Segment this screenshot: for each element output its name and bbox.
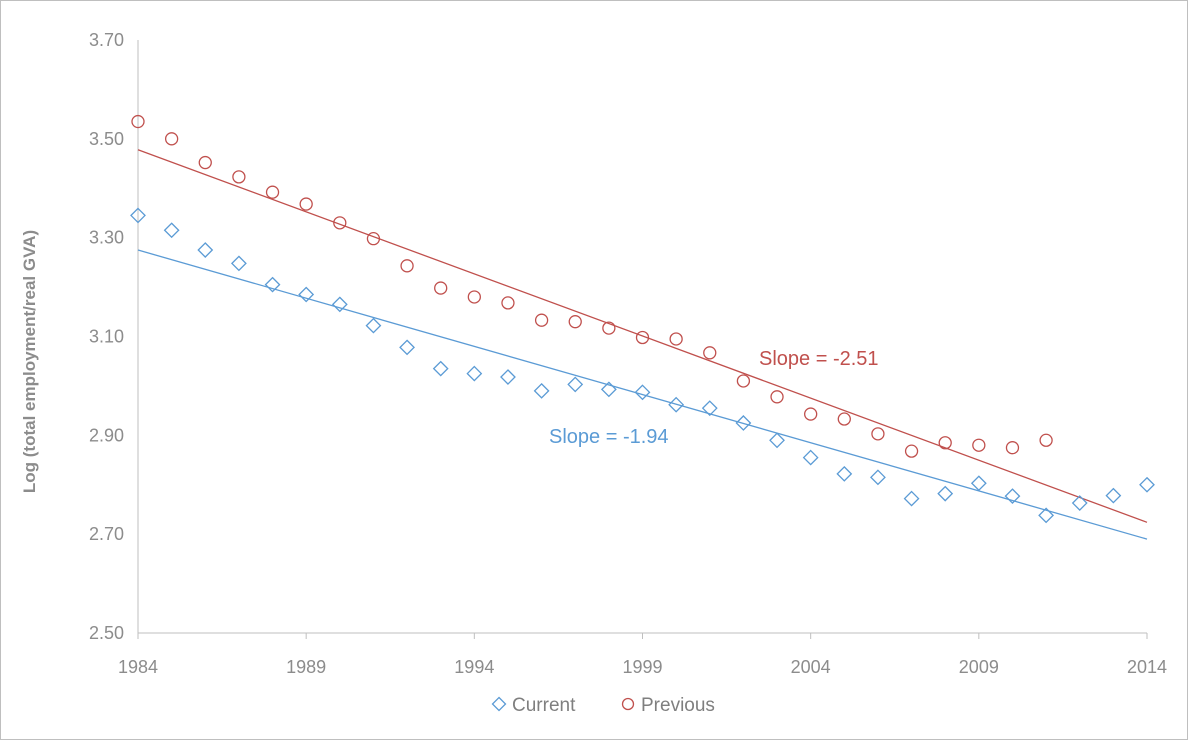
previous-point xyxy=(434,281,448,295)
current-point xyxy=(533,382,550,399)
current-point xyxy=(230,255,247,272)
current-point xyxy=(567,376,584,393)
y-axis-ticks: 2.50 2.70 2.90 3.10 3.30 3.50 3.70 xyxy=(89,30,124,643)
legend-diamond-icon xyxy=(491,696,507,712)
y-tick-label: 2.70 xyxy=(89,524,124,544)
y-tick-label: 3.70 xyxy=(89,30,124,50)
current-point xyxy=(365,317,382,334)
data-points xyxy=(130,114,1155,524)
current-point xyxy=(701,400,718,417)
current-point xyxy=(735,415,752,431)
previous-point xyxy=(232,170,246,184)
previous-point xyxy=(938,436,952,450)
previous-point xyxy=(837,412,851,426)
current-point xyxy=(1004,488,1021,505)
current-point xyxy=(634,384,651,401)
current-point xyxy=(1105,487,1122,504)
current-slope-label: Slope = -1.94 xyxy=(549,426,669,448)
previous-point xyxy=(299,197,313,211)
previous-point xyxy=(669,332,683,346)
y-axis-title: Log (total employment/real GVA) xyxy=(20,230,39,493)
previous-point xyxy=(501,296,515,310)
current-trendline xyxy=(137,249,1148,540)
current-point xyxy=(130,207,146,224)
y-tick-label: 2.90 xyxy=(89,425,124,445)
current-point xyxy=(399,339,415,356)
previous-point xyxy=(198,155,212,170)
previous-point xyxy=(904,444,919,458)
previous-point xyxy=(972,438,986,452)
previous-point xyxy=(703,346,717,360)
previous-trendline xyxy=(137,149,1148,523)
legend-circle-icon xyxy=(621,697,635,711)
current-point xyxy=(668,396,685,413)
current-point xyxy=(970,475,987,492)
previous-point xyxy=(770,390,784,404)
current-point xyxy=(870,469,886,486)
previous-point xyxy=(265,185,280,199)
current-point xyxy=(903,490,920,507)
y-tick-label: 3.30 xyxy=(89,228,124,248)
previous-point xyxy=(333,216,347,230)
previous-point xyxy=(568,315,582,329)
current-point xyxy=(298,286,315,303)
previous-point xyxy=(1039,433,1053,447)
x-tick-label: 2004 xyxy=(791,657,831,677)
x-tick-label: 1984 xyxy=(118,657,158,677)
current-point xyxy=(600,381,617,398)
x-axis-ticks: 1984 1989 1994 1999 2004 2009 2014 xyxy=(118,633,1167,677)
current-point xyxy=(163,222,180,239)
previous-point xyxy=(534,313,549,327)
current-point xyxy=(264,276,281,293)
previous-point xyxy=(164,132,179,146)
current-point xyxy=(1139,476,1155,493)
x-tick-label: 1999 xyxy=(622,657,662,677)
previous-point xyxy=(400,259,414,273)
y-tick-label: 3.50 xyxy=(89,129,124,149)
previous-slope-label: Slope = -2.51 xyxy=(759,348,879,370)
y-tick-label: 3.10 xyxy=(89,327,124,347)
current-point xyxy=(836,465,853,482)
x-tick-label: 1989 xyxy=(286,657,326,677)
current-point xyxy=(500,369,516,385)
previous-point xyxy=(736,374,751,388)
previous-point xyxy=(602,321,616,335)
previous-point xyxy=(1005,441,1020,455)
current-point xyxy=(1038,507,1055,524)
current-point xyxy=(197,242,214,258)
current-point xyxy=(1071,495,1088,511)
current-point xyxy=(466,365,483,382)
x-tick-label: 2014 xyxy=(1127,657,1167,677)
legend: Current Previous xyxy=(491,695,715,716)
previous-point xyxy=(131,114,145,129)
current-point xyxy=(937,485,954,502)
previous-point xyxy=(467,290,481,304)
previous-point xyxy=(635,330,650,345)
y-tick-label: 2.50 xyxy=(89,623,124,643)
x-tick-label: 2009 xyxy=(959,657,999,677)
previous-point xyxy=(366,232,381,246)
previous-point xyxy=(871,427,885,441)
legend-label: Previous xyxy=(641,695,715,716)
current-point xyxy=(432,360,449,377)
trendlines xyxy=(137,149,1148,540)
current-point xyxy=(331,296,348,313)
current-point xyxy=(769,432,785,449)
previous-point xyxy=(804,407,818,421)
slope-annotations: Slope = -1.94 Slope = -2.51 xyxy=(549,348,879,448)
current-point xyxy=(802,449,819,466)
legend-label: Current xyxy=(512,695,576,716)
x-tick-label: 1994 xyxy=(454,657,494,677)
